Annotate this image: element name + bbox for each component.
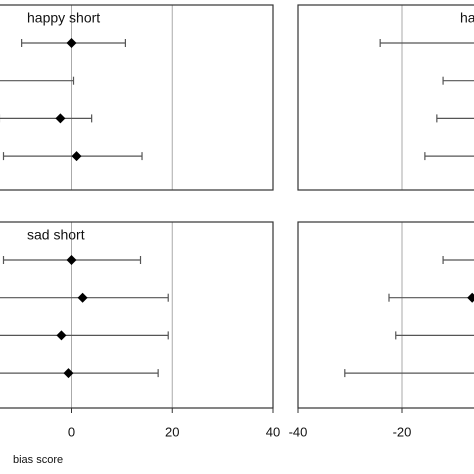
panel-title: happy short [27,10,100,26]
panel-title: sad short [27,227,85,243]
x-tick-label: -20 [393,424,412,439]
panel-title: ha [460,10,474,26]
mean-marker [55,113,66,124]
mean-marker [66,255,77,265]
mean-marker [56,330,67,341]
panel-frame [297,4,474,191]
x-tick-label: 0 [68,424,75,439]
mean-marker [63,368,74,379]
x-tick-label: -40 [289,424,308,439]
x-tick-label: 20 [165,424,179,439]
mean-marker [66,38,77,48]
panel-frame [0,4,274,191]
mean-marker [77,292,88,303]
panel-frame [297,221,474,409]
x-axis-label: bias score [13,454,63,466]
x-tick-label: 40 [266,424,280,439]
mean-marker [467,292,474,303]
mean-marker [71,151,82,162]
panel-frame [0,221,274,409]
